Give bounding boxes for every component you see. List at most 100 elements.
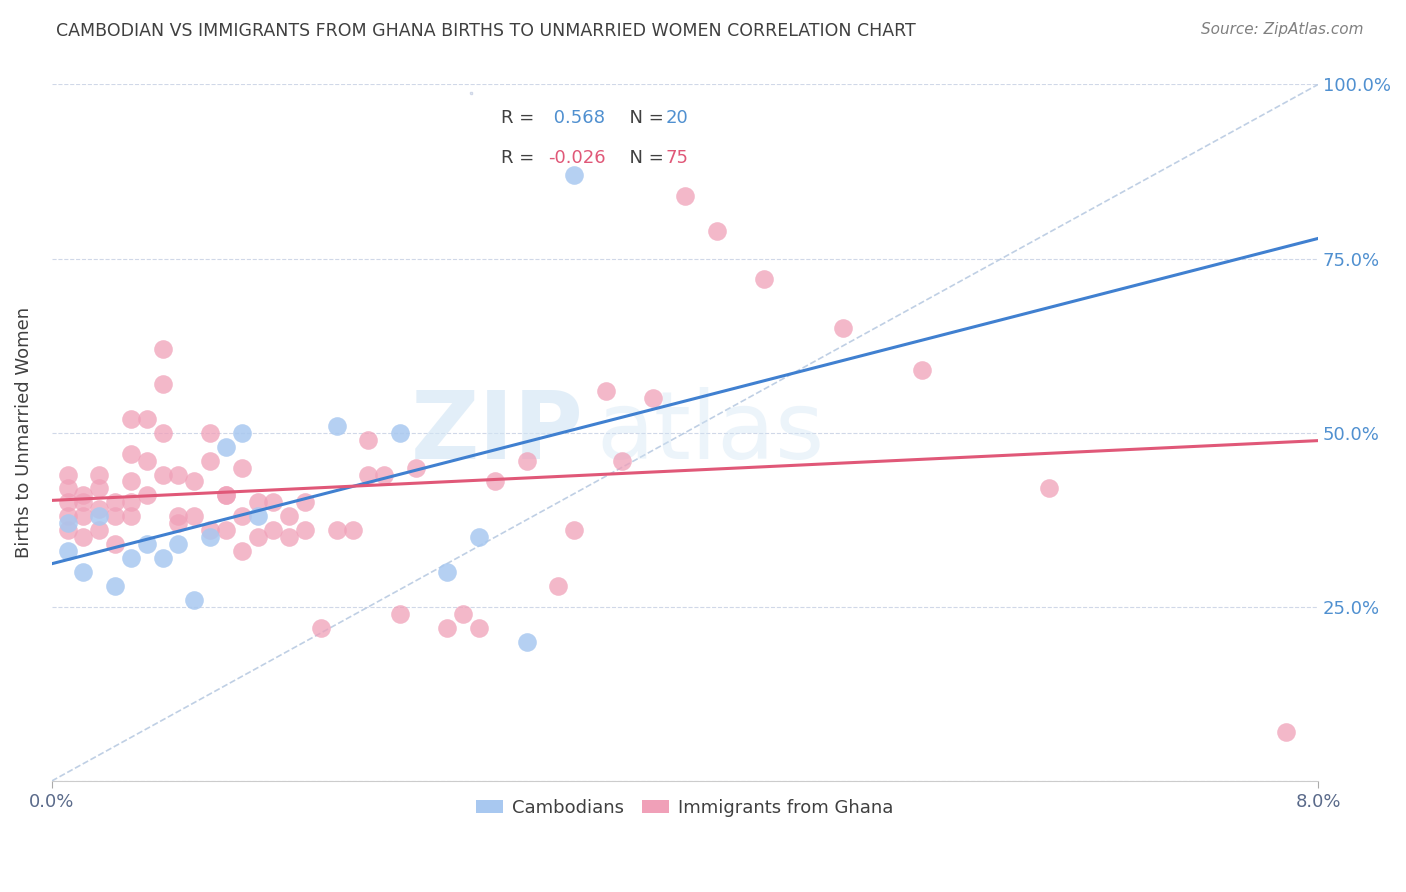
Point	[388, 425, 411, 440]
Text: N =: N =	[617, 109, 669, 127]
Point	[135, 411, 157, 425]
Text: R =: R =	[502, 109, 540, 127]
Point	[56, 467, 79, 482]
Text: CAMBODIAN VS IMMIGRANTS FROM GHANA BIRTHS TO UNMARRIED WOMEN CORRELATION CHART: CAMBODIAN VS IMMIGRANTS FROM GHANA BIRTH…	[56, 22, 915, 40]
Point	[231, 425, 253, 440]
Text: R =: R =	[502, 149, 540, 167]
Text: 20: 20	[666, 109, 689, 127]
Text: 0.568: 0.568	[548, 109, 605, 127]
Point	[56, 509, 79, 524]
Point	[120, 495, 142, 509]
Point	[72, 495, 94, 509]
Point	[342, 523, 364, 537]
Point	[453, 607, 475, 621]
Point	[325, 523, 347, 537]
Legend: Cambodians, Immigrants from Ghana: Cambodians, Immigrants from Ghana	[468, 792, 901, 824]
Point	[595, 384, 617, 398]
Point	[673, 189, 696, 203]
Point	[357, 433, 380, 447]
Point	[752, 272, 775, 286]
Point	[246, 509, 269, 524]
Point	[56, 482, 79, 496]
Point	[215, 488, 238, 502]
Y-axis label: Births to Unmarried Women: Births to Unmarried Women	[15, 307, 32, 558]
Point	[215, 523, 238, 537]
Point	[120, 411, 142, 425]
Point	[183, 475, 205, 489]
Point	[89, 502, 111, 516]
Point	[246, 495, 269, 509]
Point	[294, 495, 316, 509]
Point	[56, 544, 79, 558]
Point	[104, 537, 127, 551]
Point	[56, 495, 79, 509]
Point	[89, 509, 111, 524]
Point	[215, 440, 238, 454]
Point	[231, 509, 253, 524]
Point	[325, 418, 347, 433]
Point	[72, 488, 94, 502]
Point	[72, 509, 94, 524]
Point	[262, 495, 284, 509]
Point	[516, 634, 538, 648]
Point	[104, 509, 127, 524]
Point	[706, 224, 728, 238]
Point	[135, 537, 157, 551]
Point	[56, 523, 79, 537]
Text: atlas: atlas	[596, 387, 824, 479]
Point	[56, 516, 79, 531]
Text: N =: N =	[617, 149, 669, 167]
Point	[547, 579, 569, 593]
Point	[72, 530, 94, 544]
Point	[183, 509, 205, 524]
Point	[198, 530, 221, 544]
Point	[562, 168, 585, 182]
Point	[152, 467, 174, 482]
Point	[516, 453, 538, 467]
Point	[120, 475, 142, 489]
Point	[120, 447, 142, 461]
Point	[152, 376, 174, 391]
Point	[89, 482, 111, 496]
Point	[120, 509, 142, 524]
Point	[436, 621, 458, 635]
Point	[832, 321, 855, 335]
Point	[436, 565, 458, 579]
Point	[468, 621, 491, 635]
Point	[152, 551, 174, 566]
Point	[911, 363, 934, 377]
Point	[183, 593, 205, 607]
Point	[562, 523, 585, 537]
Point	[1038, 482, 1060, 496]
Point	[231, 544, 253, 558]
Point	[167, 516, 190, 531]
Text: -0.026: -0.026	[548, 149, 606, 167]
Text: ZIP: ZIP	[411, 387, 583, 479]
Point	[388, 607, 411, 621]
Text: Source: ZipAtlas.com: Source: ZipAtlas.com	[1201, 22, 1364, 37]
Point	[262, 523, 284, 537]
Point	[231, 460, 253, 475]
Point	[89, 467, 111, 482]
Point	[294, 523, 316, 537]
Point	[198, 425, 221, 440]
Point	[468, 530, 491, 544]
Point	[167, 467, 190, 482]
Point	[120, 551, 142, 566]
Point	[198, 453, 221, 467]
Point	[484, 475, 506, 489]
Point	[104, 579, 127, 593]
Point	[1275, 725, 1298, 739]
Text: 75: 75	[666, 149, 689, 167]
Point	[278, 530, 301, 544]
Point	[373, 467, 395, 482]
Point	[215, 488, 238, 502]
Point	[405, 460, 427, 475]
Point	[643, 391, 665, 405]
Point	[167, 537, 190, 551]
Point	[198, 523, 221, 537]
Point	[152, 342, 174, 356]
Point	[246, 530, 269, 544]
Point	[357, 467, 380, 482]
Point	[104, 495, 127, 509]
